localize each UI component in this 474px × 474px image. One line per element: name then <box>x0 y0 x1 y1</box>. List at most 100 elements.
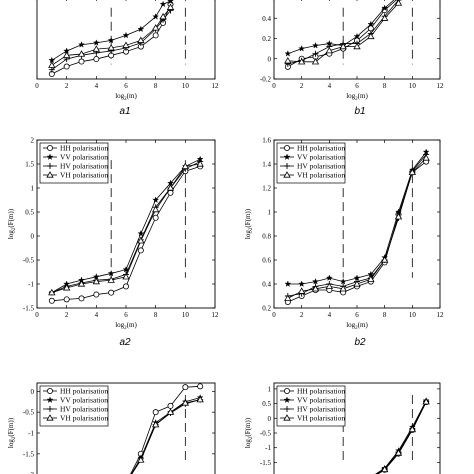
legend-entry: HH polarisation <box>60 144 108 153</box>
data-point <box>353 42 361 50</box>
data-point <box>394 212 403 220</box>
y-tick-label: 0.2 <box>262 305 271 313</box>
data-point <box>62 51 71 58</box>
data-point <box>122 31 130 39</box>
y-tick-label: 0.6 <box>262 257 271 265</box>
series-circle <box>377 399 430 474</box>
data-point <box>182 384 189 391</box>
plot-frame <box>273 139 441 309</box>
legend-marker <box>283 387 290 394</box>
data-point <box>78 295 85 302</box>
data-point <box>367 275 375 282</box>
data-point <box>422 154 430 161</box>
panel-label-a1: a1 <box>119 106 130 117</box>
legend-marker <box>46 414 54 421</box>
legend-entry: VV polarisation <box>297 396 345 405</box>
y-axis-label: log2(F(m)) <box>244 417 254 448</box>
data-point <box>62 284 71 291</box>
data-point <box>284 294 292 302</box>
x-tick-label: 10 <box>409 82 417 90</box>
legend-marker <box>47 387 54 394</box>
legend-marker <box>47 406 53 412</box>
y-tick-label: -0.5 <box>23 257 35 265</box>
data-point <box>298 280 306 287</box>
data-point <box>122 272 130 280</box>
data-point <box>151 420 160 428</box>
legend-entry: VV polarisation <box>297 153 345 162</box>
plot-frame <box>273 0 441 80</box>
x-tick-label: 8 <box>383 82 387 90</box>
chart-a3: -2 -1.5 -1 -0.5 0 log2(F(m)) HH polarisationVV… <box>7 382 216 474</box>
x-tick-label: 0 <box>272 311 276 319</box>
data-point <box>408 425 417 433</box>
data-point <box>166 3 175 10</box>
x-tick-label: 4 <box>328 82 332 90</box>
series-line <box>51 10 171 70</box>
plot-frame <box>36 0 216 80</box>
legend-marker <box>46 153 54 160</box>
data-point <box>167 0 174 5</box>
legend-marker <box>283 396 291 403</box>
data-point <box>297 287 306 294</box>
legend-marker <box>284 406 290 412</box>
y-tick-label: 0.8 <box>262 233 271 241</box>
legend-marker <box>284 163 290 169</box>
y-tick-label: 0.5 <box>25 209 34 217</box>
panel-label-b1: b1 <box>354 106 365 117</box>
data-point <box>380 256 389 263</box>
data-point <box>159 0 167 8</box>
data-point <box>159 12 167 20</box>
data-point <box>78 41 85 48</box>
y-tick-label: 0.5 <box>262 400 271 408</box>
series-line <box>51 166 201 302</box>
data-point <box>107 276 115 283</box>
data-point <box>137 236 145 244</box>
series-line <box>51 4 171 75</box>
series-line <box>51 0 171 61</box>
data-point <box>152 32 159 39</box>
legend-entry: VH polarisation <box>60 414 108 423</box>
data-point <box>367 20 375 28</box>
data-point <box>312 50 319 57</box>
series-star <box>48 155 204 296</box>
data-point <box>107 36 115 44</box>
legend-entry: HH polarisation <box>60 387 108 396</box>
data-point <box>137 25 145 33</box>
y-tick-label: -0.2 <box>260 76 272 84</box>
data-point <box>93 56 100 63</box>
panel-label-b2: b2 <box>354 337 366 348</box>
data-point <box>137 36 145 43</box>
series-triangle <box>131 395 204 474</box>
data-point <box>123 283 130 290</box>
y-axis-label: log2(F(m)) <box>7 208 17 239</box>
data-point <box>297 57 306 65</box>
y-tick-label: 1.6 <box>262 137 271 145</box>
data-point <box>353 32 361 40</box>
y-axis-label: log2(F(m)) <box>244 208 254 239</box>
y-tick-label: -1.5 <box>260 459 272 467</box>
data-point <box>298 45 306 52</box>
x-tick-label: 2 <box>300 82 304 90</box>
data-point <box>152 196 160 203</box>
series-line <box>376 401 427 474</box>
x-tick-label: 8 <box>383 311 387 319</box>
y-tick-label: 2 <box>31 137 35 145</box>
data-point <box>394 0 403 6</box>
data-point <box>394 449 403 456</box>
x-tick-label: 8 <box>154 311 158 319</box>
series-circle <box>130 383 204 474</box>
data-point <box>325 46 334 54</box>
data-point <box>380 465 389 473</box>
data-point <box>108 289 115 296</box>
y-tick-label: 1 <box>268 209 272 217</box>
x-tick-label: 12 <box>437 82 445 90</box>
x-axis-label: log2(m) <box>346 321 368 331</box>
data-point <box>311 57 320 65</box>
data-point <box>284 56 292 64</box>
chart-b2: 0 2 4 6 8 10 12 0.2 0.4 0.6 0.8 1 1.2 1.4 1.6 log2(m) lo… <box>244 137 444 332</box>
x-tick-label: 2 <box>300 311 304 319</box>
data-point <box>152 214 159 221</box>
x-tick-label: 10 <box>182 311 190 319</box>
legend-marker <box>47 144 54 151</box>
legend-entry: HH polarisation <box>297 144 345 153</box>
